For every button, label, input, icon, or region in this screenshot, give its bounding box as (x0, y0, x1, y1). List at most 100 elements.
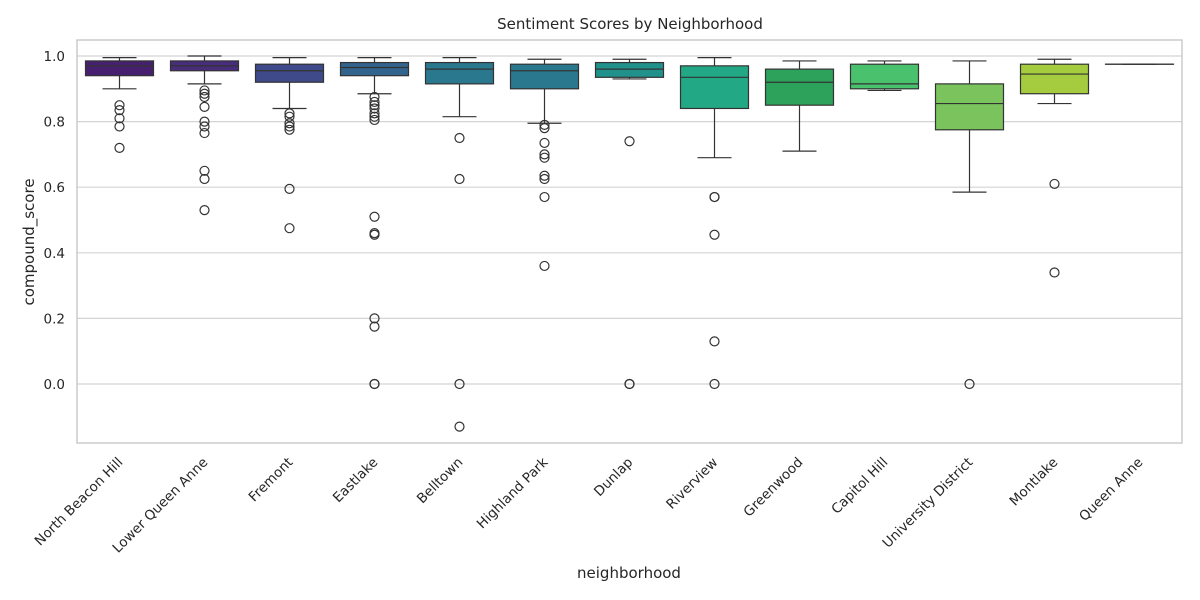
x-tick-label: Eastlake (330, 455, 381, 506)
outlier-point (369, 321, 380, 332)
outlier-point (114, 105, 125, 116)
box-group (254, 57, 325, 234)
outlier-point (284, 121, 295, 132)
y-tick-label: 0.0 (44, 377, 65, 393)
outlier-point (369, 91, 380, 103)
outlier-point (284, 183, 295, 194)
plot-frame (76, 39, 1183, 444)
outlier-point (369, 313, 380, 324)
outlier-point (369, 211, 380, 222)
y-tick-label: 0.6 (44, 180, 65, 196)
outlier-point (369, 378, 380, 390)
outlier-point (199, 91, 210, 103)
y-axis-label: compound_score (20, 178, 39, 305)
x-axis-label: neighborhood (577, 564, 681, 582)
x-tick-label: University District (880, 455, 977, 552)
iqr-box (339, 61, 410, 77)
outlier-point (114, 142, 125, 153)
outlier-point (199, 173, 210, 185)
box-group (84, 57, 155, 153)
outlier-point (369, 114, 380, 126)
box-group (169, 55, 240, 216)
box-group (934, 60, 1005, 390)
outlier-point (284, 108, 295, 119)
box-group (1019, 58, 1090, 278)
outlier-point (284, 111, 295, 122)
outlier-point (539, 152, 550, 163)
outlier-point (539, 149, 550, 160)
x-tick-label: Belltown (414, 455, 466, 507)
x-tick-label: Capitol Hill (828, 455, 891, 518)
outlier-point (709, 378, 720, 390)
iqr-box (934, 83, 1005, 131)
x-tick-label: North Beacon Hill (32, 455, 127, 550)
box-group (594, 58, 665, 390)
y-tick-label: 1.0 (44, 49, 65, 65)
outlier-point (199, 116, 210, 127)
outlier-point (454, 378, 465, 390)
box-group (424, 57, 495, 432)
outlier-point (369, 96, 380, 108)
outlier-point (369, 103, 380, 114)
outlier-point (624, 378, 635, 390)
outlier-point (539, 173, 550, 185)
outlier-point (114, 100, 125, 111)
x-tick-label: Fremont (246, 455, 297, 506)
chart-title: Sentiment Scores by Neighborhood (497, 15, 763, 33)
outlier-point (709, 191, 720, 203)
outlier-point (1049, 178, 1060, 190)
iqr-box (764, 68, 835, 106)
outlier-point (539, 137, 550, 149)
outlier-point (199, 127, 210, 139)
x-tick-label: Queen Anne (1076, 455, 1146, 525)
iqr-box (1019, 63, 1090, 95)
box-group (339, 57, 410, 390)
outlier-point (199, 121, 210, 132)
outlier-point (114, 121, 125, 132)
box-group (679, 57, 750, 390)
y-tick-label: 0.8 (44, 115, 65, 131)
outlier-point (539, 191, 550, 203)
x-tick-label: Highland Park (474, 454, 552, 532)
iqr-box (679, 65, 750, 110)
box-group (849, 60, 920, 92)
iqr-box (254, 63, 325, 83)
boxes (84, 55, 1175, 432)
outlier-point (539, 170, 550, 181)
x-tick-label: Riverview (663, 455, 721, 513)
iqr-box (509, 63, 580, 90)
x-tick-label: Greenwood (741, 455, 807, 521)
outlier-point (199, 205, 210, 216)
outlier-point (454, 132, 465, 144)
outlier-point (284, 118, 295, 129)
iqr-box (594, 61, 665, 78)
outlier-point (539, 260, 550, 272)
outlier-point (369, 108, 380, 119)
iqr-box (849, 63, 920, 90)
outlier-point (454, 421, 465, 432)
outlier-point (964, 378, 975, 390)
outlier-point (284, 223, 295, 234)
outlier-point (114, 113, 125, 124)
outlier-point (199, 101, 210, 112)
y-tick-label: 0.2 (44, 311, 65, 327)
outlier-point (539, 123, 550, 134)
outlier-point (1049, 267, 1060, 278)
outlier-point (199, 165, 210, 176)
gridlines (77, 55, 1182, 385)
box-group (509, 58, 580, 272)
y-tick-labels: 0.0 0.2 0.4 0.6 0.8 1.0 (44, 49, 65, 393)
outlier-point (709, 229, 720, 240)
x-tick-label: Montlake (1007, 455, 1062, 510)
outlier-point (539, 119, 550, 130)
outlier-point (199, 85, 210, 96)
outlier-point (454, 173, 465, 185)
outlier-point (199, 88, 210, 99)
outlier-point (369, 111, 380, 122)
iqr-box (84, 60, 155, 77)
box-group (764, 60, 835, 152)
iqr-box (424, 61, 495, 85)
x-tick-label: Dunlap (591, 455, 636, 500)
